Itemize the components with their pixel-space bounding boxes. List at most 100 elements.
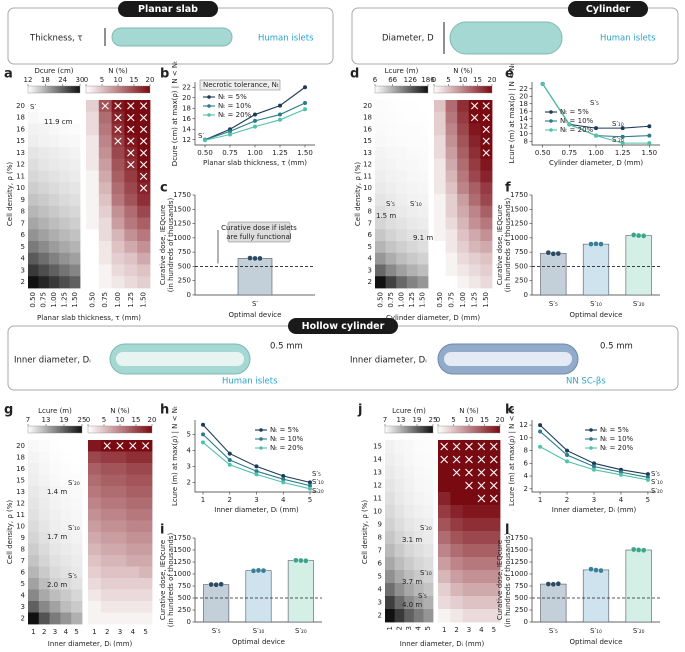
heatmap-cell	[124, 241, 138, 254]
y-tick-label: 9	[21, 534, 25, 542]
heatmap-cell	[98, 276, 112, 289]
heatmap-cell	[396, 276, 408, 289]
heatmap-cell	[38, 555, 50, 567]
heatmap-cell	[396, 123, 408, 136]
y-tick-label: 20	[16, 442, 25, 450]
heatmap-cell	[86, 158, 100, 171]
heatmap-cell	[434, 135, 446, 148]
annotation: S′₁₀	[612, 120, 624, 128]
annotation: 1.5 m	[376, 212, 396, 220]
colorbar	[437, 425, 501, 434]
heatmap-cell	[126, 578, 140, 590]
heatmap-cell	[126, 601, 140, 613]
x-axis-label: Inner diameter, Dᵢ (mm)	[400, 640, 485, 648]
y-tick-label: 1000	[510, 234, 528, 242]
heatmap-cell	[111, 182, 125, 195]
heatmap-cell	[385, 135, 397, 148]
x-tick-label: 0.75	[40, 292, 48, 308]
y-axis-label: Lcure (m) at max(ρ) | N < Nₜ	[508, 63, 516, 163]
y-tick-label: 8	[368, 208, 372, 216]
panel-letter: d	[350, 67, 359, 82]
y-tick-label: 1750	[173, 191, 191, 199]
heatmap-cell	[450, 570, 464, 584]
heatmap-cell	[113, 543, 127, 556]
heatmap-cell	[38, 509, 50, 521]
heatmap-cell	[126, 520, 140, 533]
heatmap-cell	[28, 486, 40, 498]
y-tick-label: 3	[187, 462, 191, 470]
colorbar-tick-label: 126	[404, 76, 418, 84]
exceed-marker	[114, 137, 122, 145]
heatmap-cell	[385, 205, 397, 218]
heatmap-cell	[375, 241, 386, 254]
heatmap-cell	[137, 276, 151, 289]
heatmap-cell	[49, 612, 61, 625]
data-point	[565, 453, 570, 458]
heatmap-cell	[385, 264, 397, 277]
replicate-point	[555, 581, 562, 587]
replicate-point	[640, 233, 647, 239]
illustration-label: Diameter, D	[382, 34, 434, 44]
heatmap-cell	[450, 544, 464, 558]
heatmap-cell	[60, 566, 72, 579]
heatmap-cell	[139, 543, 153, 556]
x-tick-label: 3	[118, 628, 122, 636]
heatmap-cell	[413, 505, 424, 519]
colorbar-tick-label: 66	[388, 76, 397, 84]
x-tick-label: 1.00	[50, 292, 58, 308]
heatmap-cell	[406, 205, 418, 218]
x-tick-label: 1.50	[140, 292, 148, 308]
annotation: S′	[30, 103, 36, 111]
heatmap-cell	[59, 241, 70, 254]
colorbar-tick-label: 20	[496, 416, 505, 424]
bar	[540, 583, 567, 623]
heatmap-cell	[445, 276, 458, 289]
heatmap-cell	[404, 557, 415, 571]
y-tick-label: 12	[16, 499, 25, 507]
heatmap-cell	[406, 241, 418, 254]
heatmap-cell	[385, 583, 395, 597]
bar	[203, 584, 230, 623]
heatmap-cell	[59, 276, 70, 289]
y-tick-label: 10	[519, 434, 528, 442]
x-axis-label: Inner diameter, Dᵢ (mm)	[214, 506, 299, 514]
heatmap-cell	[98, 205, 112, 218]
colorbar-label: Lcure (m)	[392, 407, 426, 415]
heatmap-cell	[69, 217, 81, 230]
legend-label: Nₜ = 5%	[270, 426, 299, 434]
heatmap-cell	[49, 589, 61, 602]
x-tick-label: 1	[31, 628, 35, 636]
heatmap-cell	[404, 440, 415, 454]
heatmap-cell	[59, 229, 70, 242]
heatmap-cell	[487, 518, 501, 532]
heatmap-cell	[480, 252, 493, 265]
heatmap-cell	[71, 543, 83, 556]
heatmap-cell	[385, 158, 397, 171]
colorbar-tick-label: 13	[42, 416, 51, 424]
x-axis-label: Optimal device	[232, 638, 285, 646]
heatmap-cell	[406, 135, 418, 148]
heatmap-cell	[450, 609, 464, 623]
y-tick-label: 0	[524, 618, 528, 626]
heatmap-cell	[38, 123, 50, 136]
heatmap-cell	[480, 182, 493, 195]
replicate-point	[218, 581, 224, 588]
heatmap-cell	[28, 566, 40, 579]
heatmap-cell	[394, 570, 405, 584]
data-point	[307, 480, 312, 485]
data-point	[645, 477, 650, 482]
illustration-label: 0.5 mm	[270, 342, 303, 352]
y-tick-label: 11	[363, 172, 372, 180]
heatmap-cell	[475, 531, 488, 545]
heatmap-cell	[468, 123, 481, 136]
axes	[194, 82, 315, 146]
exceed-marker	[489, 455, 498, 464]
heatmap-cell	[396, 147, 408, 160]
heatmap-cell	[38, 158, 50, 171]
illustration-label: Human islets	[600, 34, 656, 44]
heatmap-cell	[139, 486, 153, 498]
heatmap-cell	[111, 276, 125, 289]
x-tick-label: 5	[646, 496, 650, 504]
heatmap-cell	[406, 123, 418, 136]
heatmap-cell	[88, 555, 102, 567]
